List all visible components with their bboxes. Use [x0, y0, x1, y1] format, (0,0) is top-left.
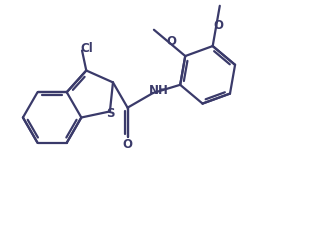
- Text: Cl: Cl: [80, 42, 93, 55]
- Text: NH: NH: [149, 84, 169, 97]
- Text: O: O: [166, 35, 176, 48]
- Text: O: O: [213, 20, 223, 32]
- Text: S: S: [106, 107, 114, 120]
- Text: O: O: [123, 138, 132, 151]
